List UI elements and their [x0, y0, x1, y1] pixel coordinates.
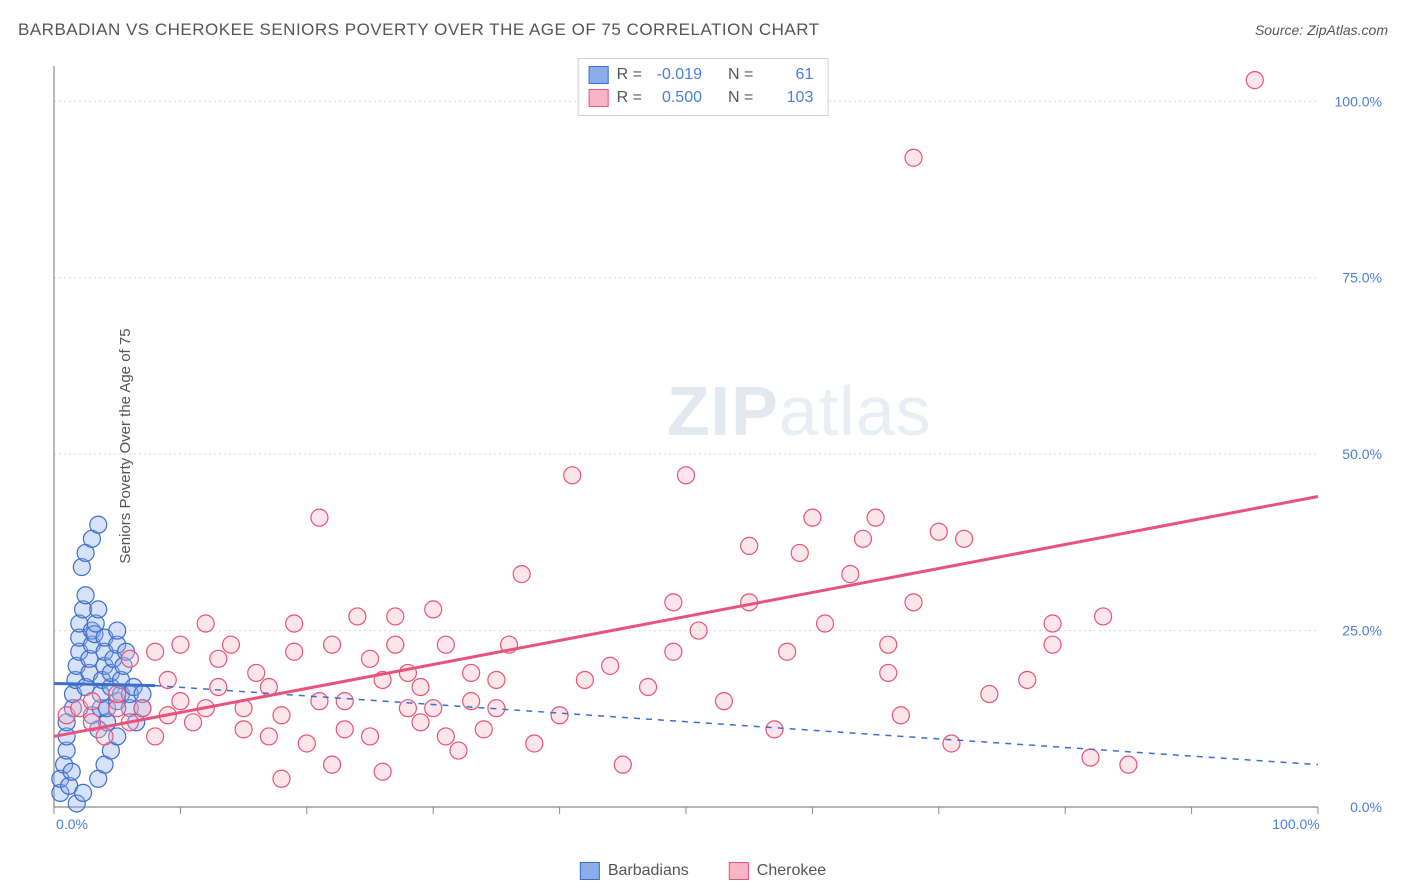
svg-text:0.0%: 0.0%: [1350, 799, 1382, 815]
stats-r-label-1: R =: [617, 86, 642, 109]
stats-r-label-0: R =: [617, 63, 642, 86]
svg-text:100.0%: 100.0%: [1272, 816, 1319, 832]
stats-box: R = -0.019 N = 61 R = 0.500 N = 103: [578, 58, 829, 116]
scatter-svg: 0.0% 25.0% 50.0% 75.0% 100.0% 0.0% 100.0%: [50, 62, 1388, 837]
stats-r-val-0: -0.019: [650, 63, 702, 86]
stats-swatch-1: [589, 89, 609, 107]
plot-area: 0.0%25.0%50.0%75.0%100.0%0.0%100.0% ZIPa…: [50, 62, 1388, 837]
svg-text:100.0%: 100.0%: [1335, 93, 1382, 109]
chart-title: BARBADIAN VS CHEROKEE SENIORS POVERTY OV…: [18, 20, 820, 40]
stats-n-val-0: 61: [761, 63, 813, 86]
chart-header: BARBADIAN VS CHEROKEE SENIORS POVERTY OV…: [18, 20, 1388, 40]
svg-text:0.0%: 0.0%: [56, 816, 88, 832]
legend-swatch-0: [580, 862, 600, 880]
legend-item-1: Cherokee: [729, 862, 826, 880]
svg-text:50.0%: 50.0%: [1342, 446, 1382, 462]
chart-source: Source: ZipAtlas.com: [1255, 22, 1388, 38]
legend-label-1: Cherokee: [757, 862, 826, 880]
stats-row-1: R = 0.500 N = 103: [589, 86, 814, 109]
legend-item-0: Barbadians: [580, 862, 689, 880]
stats-swatch-0: [589, 66, 609, 84]
stats-n-label-0: N =: [728, 63, 753, 86]
legend-label-0: Barbadians: [608, 862, 689, 880]
stats-row-0: R = -0.019 N = 61: [589, 63, 814, 86]
legend: Barbadians Cherokee: [580, 862, 826, 880]
svg-text:75.0%: 75.0%: [1342, 270, 1382, 286]
stats-r-val-1: 0.500: [650, 86, 702, 109]
stats-n-val-1: 103: [761, 86, 813, 109]
legend-swatch-1: [729, 862, 749, 880]
stats-n-label-1: N =: [728, 86, 753, 109]
svg-text:25.0%: 25.0%: [1342, 623, 1382, 639]
